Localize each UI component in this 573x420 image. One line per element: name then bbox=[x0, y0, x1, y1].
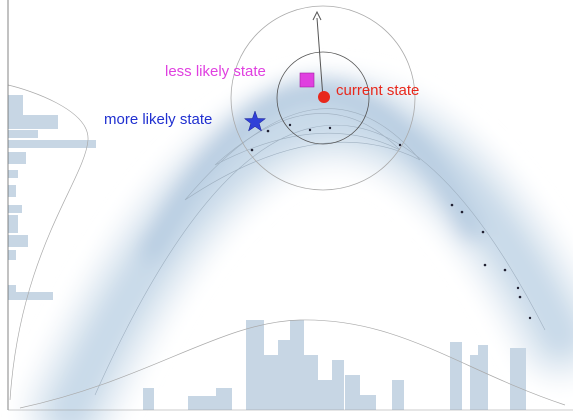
more-likely-marker bbox=[243, 110, 267, 132]
marginal-curves bbox=[7, 84, 566, 409]
density-band bbox=[22, 72, 573, 420]
contours bbox=[94, 108, 546, 396]
proposal-inner bbox=[276, 51, 370, 145]
more-likely-label: more likely state bbox=[104, 111, 212, 128]
current-label: current state bbox=[336, 82, 419, 99]
less-likely-label: less likely state bbox=[165, 63, 266, 80]
less-likely-marker bbox=[299, 72, 315, 88]
arrow-head bbox=[312, 10, 322, 21]
proposal-arrow bbox=[316, 17, 324, 99]
current-marker bbox=[318, 91, 330, 103]
bottom-histogram bbox=[143, 320, 526, 410]
left-histogram bbox=[8, 95, 96, 300]
proposal-outer bbox=[230, 5, 416, 191]
samples bbox=[250, 123, 532, 320]
